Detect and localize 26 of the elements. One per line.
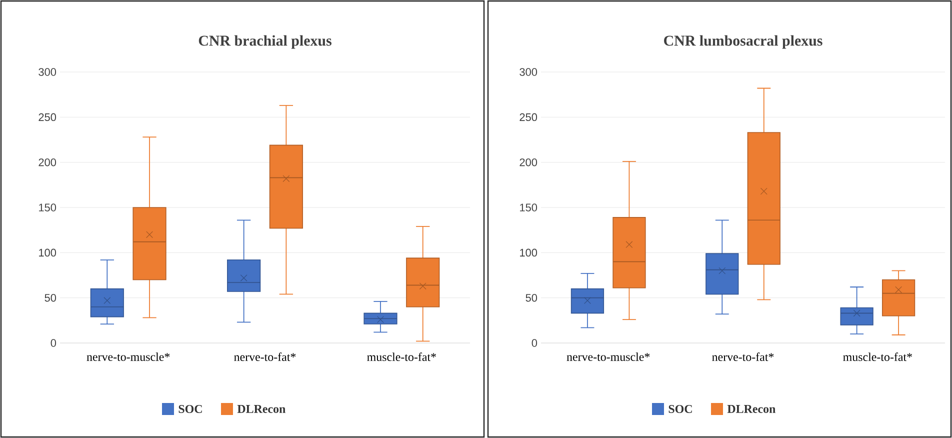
x-tick-label: nerve-to-muscle* bbox=[86, 352, 170, 361]
x-tick-label: muscle-to-fat* bbox=[367, 352, 436, 362]
x-tick-label: nerve-to-fat* bbox=[712, 352, 774, 362]
y-tick-label: 0 bbox=[50, 339, 56, 347]
y-tick-label: 50 bbox=[526, 294, 538, 302]
y-tick-label: 200 bbox=[38, 158, 56, 166]
y-tick-label: 100 bbox=[39, 248, 56, 257]
y-tick-label: 100 bbox=[520, 248, 538, 257]
chart-title: CNR brachial plexus bbox=[198, 35, 332, 49]
y-tick-label: 200 bbox=[520, 158, 538, 166]
y-tick-label: 0 bbox=[532, 339, 538, 347]
legend-label: DLRecon bbox=[727, 405, 776, 413]
y-tick-label: 150 bbox=[39, 204, 56, 212]
x-tick-label: nerve-to-fat* bbox=[234, 352, 296, 362]
y-tick-label: 300 bbox=[520, 68, 538, 76]
y-tick-label: 50 bbox=[44, 294, 56, 302]
y-tick-label: 300 bbox=[38, 68, 56, 76]
legend-label: DLRecon bbox=[237, 405, 286, 413]
y-tick-label: 250 bbox=[520, 113, 538, 122]
x-tick-label: muscle-to-fat* bbox=[843, 352, 912, 362]
chart-title: CNR lumbosacral plexus bbox=[664, 35, 822, 49]
legend-label: SOC bbox=[668, 404, 692, 414]
y-tick-label: 150 bbox=[520, 204, 538, 212]
x-tick-label: nerve-to-muscle* bbox=[566, 352, 650, 361]
y-tick-label: 250 bbox=[38, 113, 56, 122]
legend-label: SOC bbox=[178, 404, 202, 414]
